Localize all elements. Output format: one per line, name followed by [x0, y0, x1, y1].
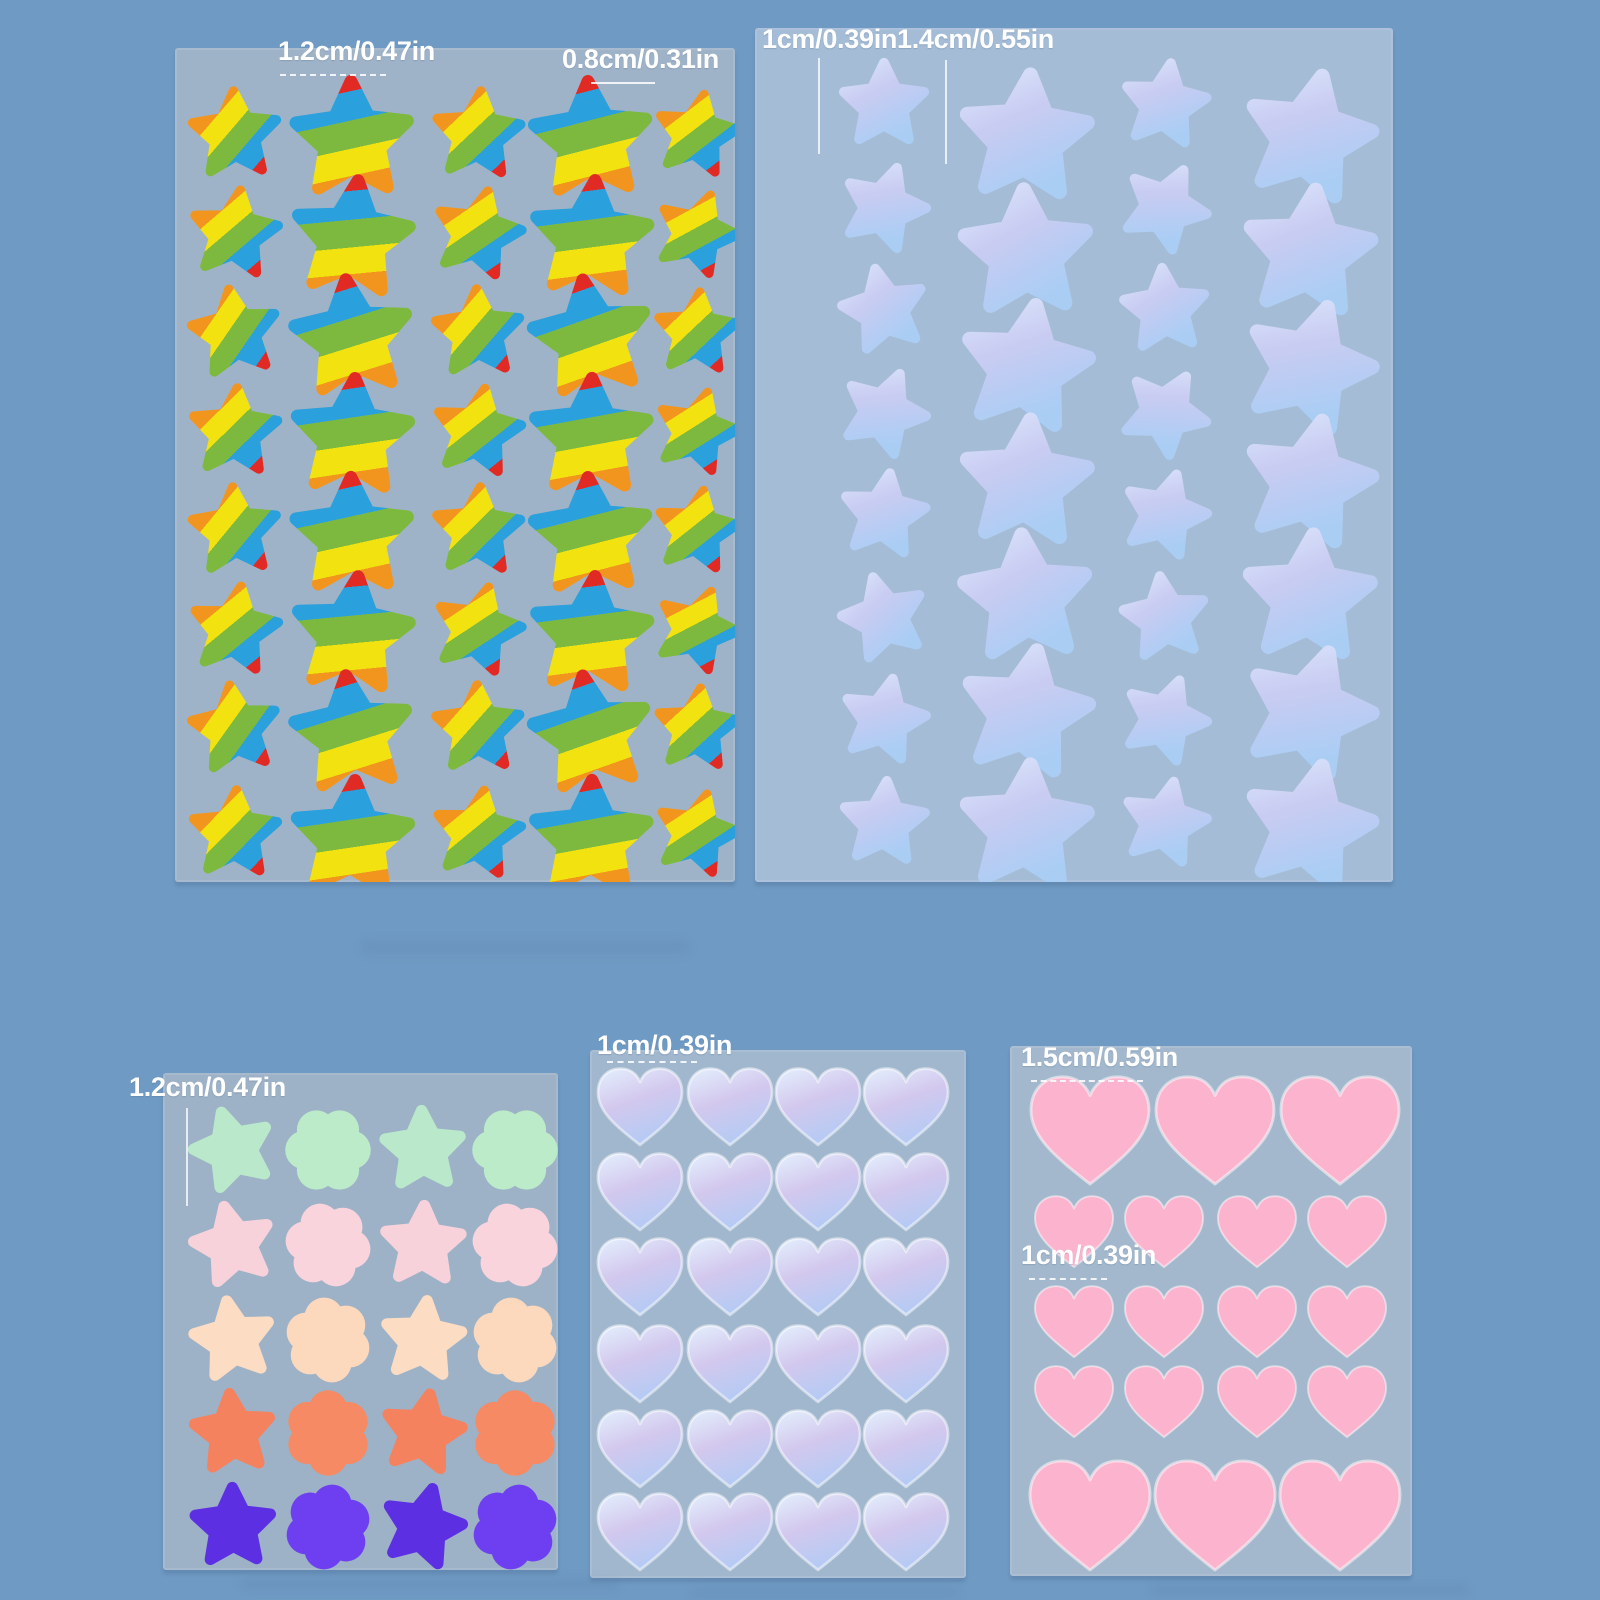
size-label-pink-small-heart: 1cm/0.39in [1021, 1240, 1157, 1270]
measurement-line-rainbow-large [280, 74, 386, 76]
size-label-rainbow-large-star: 1.2cm/0.47in [278, 36, 436, 66]
watermark-smudge [1150, 1584, 1470, 1596]
blue-hearts-grid [596, 1067, 950, 1572]
sticker-sheet-blue-hearts [590, 1050, 966, 1578]
size-label-pastel-sticker: 1.2cm/0.47in [129, 1072, 287, 1102]
measurement-line-blue-heart [607, 1061, 697, 1063]
watermark-smudge [240, 1578, 620, 1590]
measurement-line-pink-large-heart [1031, 1080, 1143, 1082]
size-label-blue-large-star: 1.4cm/0.55in [897, 24, 1055, 54]
blue-stars-grid [755, 28, 1393, 882]
size-label-blue-heart: 1cm/0.39in [597, 1030, 733, 1060]
sticker-sheet-pastel-stars-flowers [163, 1073, 558, 1570]
watermark-smudge [360, 940, 690, 954]
size-label-rainbow-small-star: 0.8cm/0.31in [562, 44, 720, 74]
pastel-stars-flowers-grid [163, 1073, 558, 1570]
measurement-line-pink-small-heart [1029, 1278, 1107, 1280]
measurement-line-pastel [186, 1108, 188, 1206]
size-label-blue-small-star: 1cm/0.39in [762, 24, 898, 54]
sticker-sheet-rainbow-stars [175, 48, 735, 882]
sticker-sheet-blue-stars [755, 28, 1393, 882]
measurement-line-blue-large [945, 60, 947, 164]
size-label-pink-large-heart: 1.5cm/0.59in [1021, 1042, 1179, 1072]
watermark-smudge [690, 1588, 960, 1598]
measurement-line-blue-small [818, 58, 820, 154]
pink-hearts-grid [1028, 1075, 1402, 1572]
rainbow-stars-grid [175, 48, 735, 882]
measurement-line-rainbow-small [591, 82, 655, 84]
sticker-sheet-pink-hearts [1010, 1046, 1412, 1576]
